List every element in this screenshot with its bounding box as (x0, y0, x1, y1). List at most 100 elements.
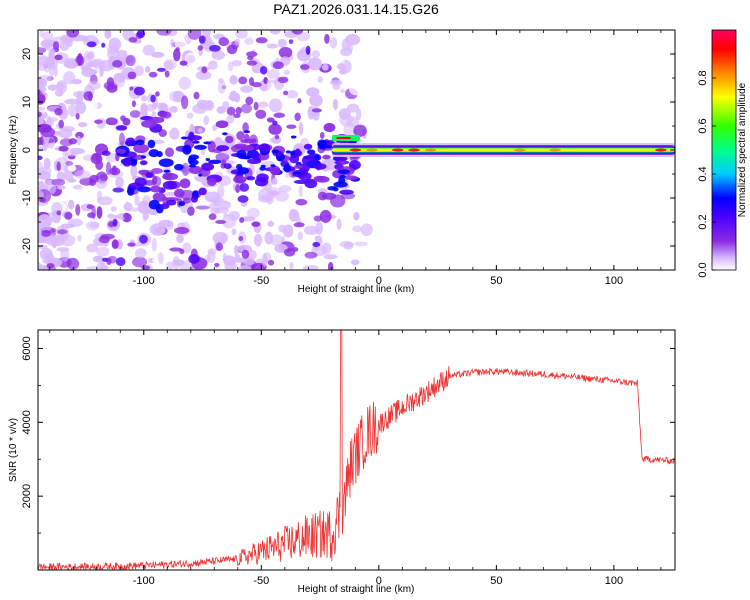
signal-blob (188, 165, 203, 175)
signal-blob (216, 145, 230, 152)
violet-blob (46, 263, 55, 269)
noise-blob (75, 131, 84, 139)
signal-blob (333, 181, 348, 188)
signal-blob (283, 163, 291, 173)
noise-blob (261, 252, 268, 267)
noise-blob (355, 108, 362, 121)
noise-blob (321, 63, 329, 71)
signal-blob (133, 143, 149, 154)
violet-blob (53, 41, 60, 51)
noise-blob (217, 184, 225, 199)
noise-blob (176, 233, 184, 243)
signal-blob (162, 180, 178, 190)
noise-blob (134, 194, 140, 206)
noise-blob (226, 106, 236, 116)
signal-blob (116, 148, 127, 154)
cyan-highlight (243, 156, 251, 160)
violet-blob (95, 160, 104, 170)
violet-blob (233, 113, 241, 118)
violet-blob (197, 45, 204, 51)
noise-blob (51, 178, 66, 186)
signal-blob (166, 199, 177, 206)
noise-blob (222, 252, 228, 263)
noise-blob (185, 54, 196, 64)
violet-blob (112, 218, 118, 227)
spectrogram-x-label: Height of straight line (km) (298, 284, 415, 295)
violet-blob (87, 212, 96, 219)
noise-blob (269, 30, 281, 35)
violet-blob (38, 137, 43, 146)
noise-blob (327, 261, 334, 270)
spectrogram-x-ticks: -100 -50 0 50 100 (49, 30, 662, 287)
signal-blob (247, 158, 262, 165)
noise-blob (237, 244, 253, 254)
noise-blob (343, 122, 357, 137)
y-tick-label: -10 (21, 190, 33, 206)
x-tick-label: 100 (605, 275, 623, 287)
noise-blob (99, 60, 114, 72)
noise-blob (234, 244, 239, 256)
noise-blob (263, 76, 268, 85)
noise-blob (282, 224, 294, 238)
noise-blob (65, 160, 74, 166)
noise-blob (132, 256, 148, 268)
noise-blob (304, 251, 318, 259)
signal-blob (271, 149, 280, 154)
signal-blob (293, 164, 303, 169)
noise-blob (77, 234, 82, 242)
noise-blob (284, 173, 292, 178)
violet-blob (267, 259, 275, 266)
noise-blob (339, 241, 355, 248)
signal-peak (654, 148, 667, 152)
noise-blob (89, 100, 99, 110)
noise-blob (39, 184, 49, 192)
noise-blob (173, 48, 181, 62)
noise-blob (242, 122, 249, 133)
noise-blob (67, 178, 77, 183)
noise-blob (266, 68, 280, 79)
signal-blob (115, 125, 128, 131)
colorbar-tick-label: 0.2 (697, 214, 709, 229)
noise-blob (155, 91, 160, 97)
noise-blob (63, 71, 76, 85)
violet-blob (56, 210, 62, 216)
noise-blob (195, 70, 212, 80)
signal-blob (233, 175, 247, 184)
cyan-highlight (285, 150, 292, 154)
violet-blob (148, 71, 158, 78)
violet-blob (311, 108, 322, 113)
violet-blob (238, 236, 244, 242)
noise-blob (229, 75, 238, 85)
noise-blob (329, 79, 343, 86)
signal-blob (236, 149, 247, 159)
cyan-highlight (140, 155, 147, 159)
violet-blob (283, 90, 289, 96)
noise-blob (268, 123, 282, 135)
violet-blob (56, 161, 61, 172)
noise-blob (270, 234, 283, 247)
x-tick-label: -50 (253, 575, 269, 587)
cyan-highlight (222, 132, 228, 136)
colorbar-label: Normalized spectral amplitude (737, 82, 748, 217)
y-tick-label: 0 (21, 147, 33, 153)
noise-blob (231, 59, 242, 67)
noise-blob (186, 112, 194, 119)
violet-blob (201, 66, 208, 74)
noise-blob (56, 185, 66, 190)
noise-blob (96, 246, 110, 257)
noise-blob (67, 104, 78, 117)
noise-blob (113, 102, 123, 111)
noise-blob (288, 39, 294, 45)
noise-blob (115, 176, 124, 189)
noise-blob (76, 135, 82, 146)
violet-blob (241, 249, 250, 259)
noise-blob (172, 256, 180, 270)
signal-blob (208, 159, 222, 165)
signal-blob (160, 203, 170, 210)
noise-blob (38, 123, 52, 134)
noise-blob (215, 152, 230, 162)
violet-blob (129, 86, 134, 91)
violet-blob (291, 247, 299, 252)
signal-peak (408, 148, 421, 152)
x-tick-label: 100 (605, 575, 623, 587)
